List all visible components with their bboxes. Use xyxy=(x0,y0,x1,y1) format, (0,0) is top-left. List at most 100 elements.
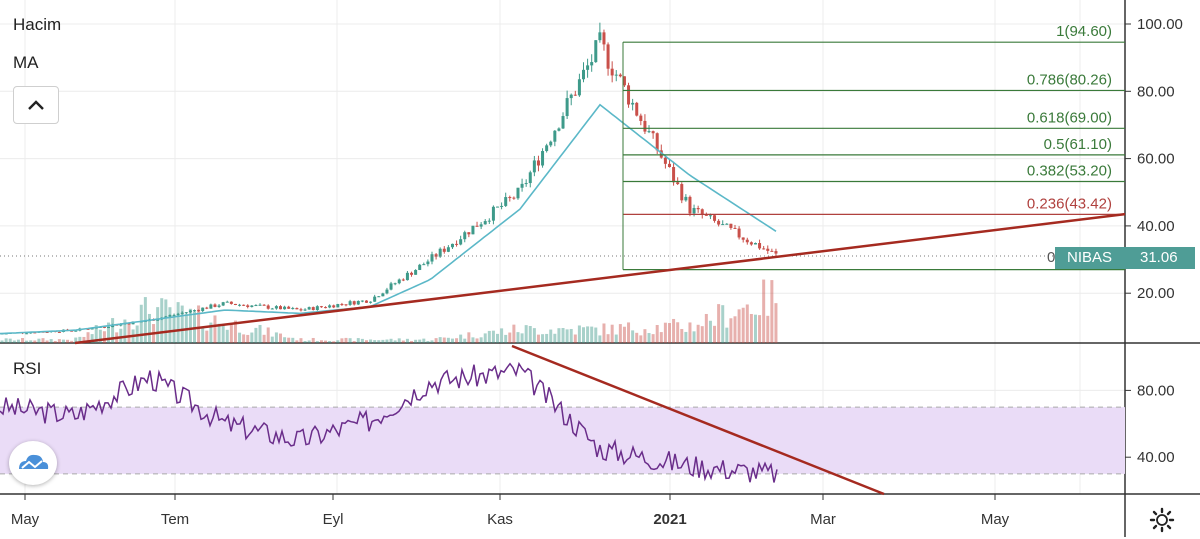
candle-body xyxy=(426,261,430,265)
rsi-axis-label: 80.00 xyxy=(1137,382,1175,399)
candle-body xyxy=(475,225,479,227)
candle-body xyxy=(598,32,602,41)
tradingview-logo-button[interactable] xyxy=(9,441,57,485)
volume-bar xyxy=(516,332,520,343)
volume-bar xyxy=(627,322,631,343)
settings-gear-icon[interactable] xyxy=(1148,506,1176,534)
candle-body xyxy=(381,293,385,297)
volume-bar xyxy=(753,314,757,343)
time-axis-label: Eyl xyxy=(323,511,344,528)
volume-bar xyxy=(598,335,602,343)
volume-bar xyxy=(336,340,340,343)
volume-bar xyxy=(37,338,41,343)
volume-bar xyxy=(676,322,680,343)
volume-bar xyxy=(573,334,577,343)
candle-body xyxy=(102,326,106,328)
volume-bar xyxy=(565,329,569,343)
candle-body xyxy=(688,196,692,214)
volume-bar xyxy=(111,318,115,343)
candle-body xyxy=(614,74,618,76)
volume-bar xyxy=(70,340,74,343)
candle-body xyxy=(405,272,409,281)
price-axis-label: 100.00 xyxy=(1137,16,1183,33)
volume-bar xyxy=(450,338,454,343)
candle-body xyxy=(455,243,459,245)
fib-level-label: 0.618(69.00) xyxy=(1027,109,1112,126)
volume-bar xyxy=(369,339,373,343)
volume-bar xyxy=(0,340,4,343)
volume-bar xyxy=(205,330,209,343)
volume-bar xyxy=(491,330,495,343)
candle-body xyxy=(446,247,450,252)
candle-body xyxy=(753,243,757,245)
candle-body xyxy=(233,303,237,305)
rsi-line xyxy=(0,361,778,483)
volume-bar xyxy=(659,332,663,343)
volume-bar xyxy=(762,279,766,343)
volume-bar xyxy=(745,304,749,343)
candle-body xyxy=(713,215,717,221)
candle-body xyxy=(483,221,487,225)
candle-body xyxy=(201,307,205,312)
candle-body xyxy=(410,272,414,275)
candle-body xyxy=(414,269,418,275)
candle-body xyxy=(344,304,348,306)
volume-bar xyxy=(74,337,78,343)
candle-body xyxy=(622,76,626,86)
volume-bar xyxy=(512,324,516,343)
candle-body xyxy=(491,206,495,221)
candle-body xyxy=(86,328,90,330)
candle-body xyxy=(647,131,651,133)
ticker-symbol: NIBAS xyxy=(1067,249,1113,266)
volume-bar xyxy=(258,324,262,343)
fib-level-label: 0.5(61.10) xyxy=(1044,136,1112,153)
volume-bar xyxy=(422,338,426,343)
volume-bar xyxy=(315,341,319,343)
candle-body xyxy=(663,157,667,164)
candle-body xyxy=(606,44,610,69)
volume-bar xyxy=(61,339,65,343)
volume-bar xyxy=(446,337,450,343)
volume-bar xyxy=(442,337,446,343)
volume-label: Hacim xyxy=(13,15,62,34)
candle-body xyxy=(610,68,614,76)
volume-bar xyxy=(520,333,524,343)
volume-bar xyxy=(156,307,160,343)
volume-bar xyxy=(25,340,29,343)
candle-body xyxy=(33,332,37,334)
volume-bar xyxy=(397,338,401,343)
volume-bar xyxy=(373,340,377,343)
volume-bar xyxy=(483,333,487,343)
price-axis-label: 80.00 xyxy=(1137,83,1175,100)
volume-bar xyxy=(766,315,770,343)
candle-body xyxy=(741,237,745,240)
gear-icon xyxy=(1149,507,1175,533)
candle-body xyxy=(430,254,434,262)
candle-body xyxy=(348,301,352,305)
volume-bar xyxy=(262,334,266,343)
volume-bar xyxy=(749,313,753,343)
volume-bar xyxy=(164,299,168,343)
candle-body xyxy=(307,307,311,310)
collapse-indicators-button[interactable] xyxy=(13,86,59,124)
fib-level-label: 0.382(53.20) xyxy=(1027,162,1112,179)
candle-body xyxy=(463,232,467,240)
cloud-logo-icon xyxy=(19,454,49,469)
volume-bar xyxy=(700,326,704,343)
volume-bar xyxy=(508,332,512,343)
fib-level-label: 0.236(43.42) xyxy=(1027,195,1112,212)
volume-bar xyxy=(647,333,651,343)
volume-bar xyxy=(209,322,213,343)
candle-body xyxy=(532,160,536,173)
volume-bar xyxy=(102,331,106,343)
candle-body xyxy=(291,308,295,310)
time-axis-label: Mar xyxy=(810,511,836,528)
volume-bar xyxy=(541,334,545,343)
candle-body xyxy=(676,182,680,185)
candle-body xyxy=(545,145,549,152)
volume-bar xyxy=(704,313,708,343)
volume-bar xyxy=(319,340,323,343)
volume-bar xyxy=(307,340,311,343)
